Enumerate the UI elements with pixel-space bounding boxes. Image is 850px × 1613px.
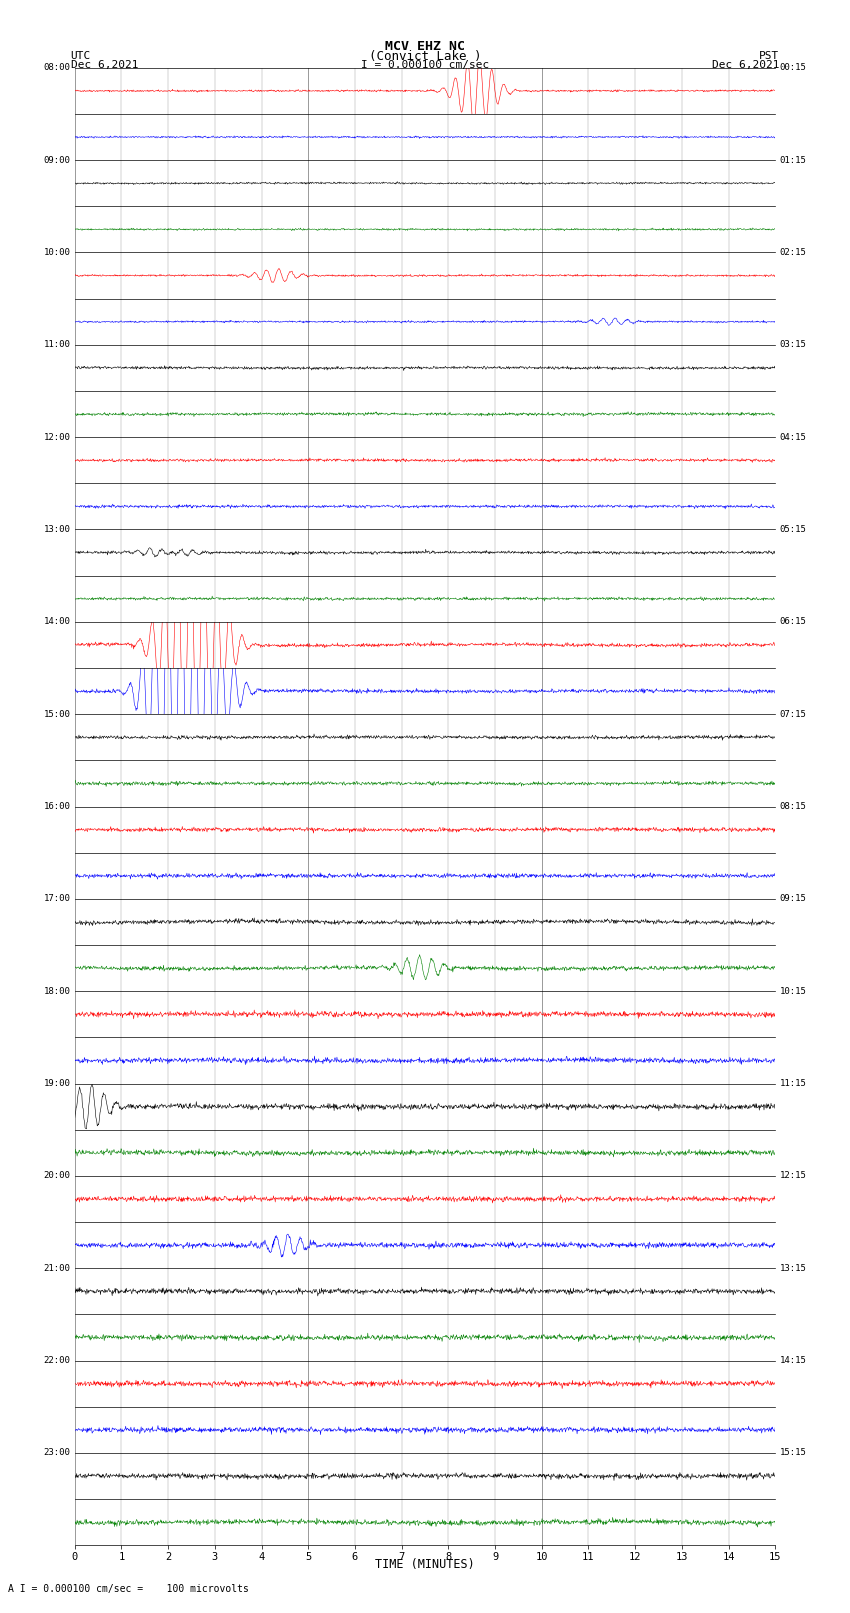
Text: 11:00: 11:00 (43, 340, 71, 350)
Text: 06:15: 06:15 (779, 618, 807, 626)
Text: Dec 6,2021: Dec 6,2021 (71, 60, 138, 71)
Text: (Convict Lake ): (Convict Lake ) (369, 50, 481, 63)
Text: 14:15: 14:15 (779, 1357, 807, 1365)
Text: I = 0.000100 cm/sec: I = 0.000100 cm/sec (361, 60, 489, 69)
Text: 08:15: 08:15 (779, 802, 807, 811)
Text: 13:15: 13:15 (779, 1263, 807, 1273)
Text: 03:15: 03:15 (779, 340, 807, 350)
Text: TIME (MINUTES): TIME (MINUTES) (375, 1558, 475, 1571)
Text: 20:00: 20:00 (43, 1171, 71, 1181)
Text: 14:00: 14:00 (43, 618, 71, 626)
Text: 15:00: 15:00 (43, 710, 71, 719)
Text: 23:00: 23:00 (43, 1448, 71, 1458)
Text: 08:00: 08:00 (43, 63, 71, 73)
Text: 01:15: 01:15 (779, 155, 807, 165)
Text: Dec 6,2021: Dec 6,2021 (712, 60, 779, 71)
Text: UTC: UTC (71, 50, 91, 61)
Text: 18:00: 18:00 (43, 987, 71, 995)
Text: 21:00: 21:00 (43, 1263, 71, 1273)
Text: 19:00: 19:00 (43, 1079, 71, 1089)
Text: 00:15: 00:15 (779, 63, 807, 73)
Text: 07:15: 07:15 (779, 710, 807, 719)
Text: 09:15: 09:15 (779, 894, 807, 903)
Text: 05:15: 05:15 (779, 524, 807, 534)
Text: 17:00: 17:00 (43, 894, 71, 903)
Text: 02:15: 02:15 (779, 248, 807, 256)
Text: 15:15: 15:15 (779, 1448, 807, 1458)
Text: 16:00: 16:00 (43, 802, 71, 811)
Text: 22:00: 22:00 (43, 1357, 71, 1365)
Text: A I = 0.000100 cm/sec =    100 microvolts: A I = 0.000100 cm/sec = 100 microvolts (8, 1584, 249, 1594)
Text: PST: PST (759, 50, 779, 61)
Text: 11:15: 11:15 (779, 1079, 807, 1089)
Text: 04:15: 04:15 (779, 432, 807, 442)
Text: MCV EHZ NC: MCV EHZ NC (385, 39, 465, 53)
Text: 12:00: 12:00 (43, 432, 71, 442)
Text: 10:00: 10:00 (43, 248, 71, 256)
Text: 09:00: 09:00 (43, 155, 71, 165)
Text: 12:15: 12:15 (779, 1171, 807, 1181)
Text: 13:00: 13:00 (43, 524, 71, 534)
Text: 10:15: 10:15 (779, 987, 807, 995)
